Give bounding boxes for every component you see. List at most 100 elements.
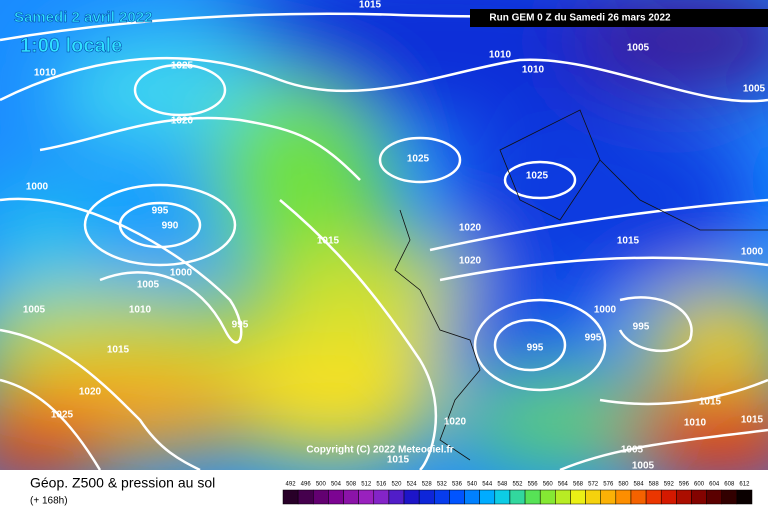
isobar-label: 1020 xyxy=(444,417,467,428)
isobar-label: 1025 xyxy=(407,154,430,165)
legend-swatch xyxy=(645,489,662,505)
isobar-label: 1025 xyxy=(171,61,194,72)
run-info: Run GEM 0 Z du Samedi 26 mars 2022 xyxy=(489,13,671,24)
legend-swatch xyxy=(373,489,390,505)
time-label: 1:00 locale xyxy=(20,35,122,57)
isobar-label: 1000 xyxy=(594,305,617,316)
color-legend: 492 496 500 504 508 512 516 520 524 528 532 536 540 5… xyxy=(282,482,753,505)
legend-swatch xyxy=(509,489,526,505)
legend-label: 496 xyxy=(301,482,312,488)
legend-swatch xyxy=(615,489,632,505)
legend-label: 520 xyxy=(391,482,402,488)
isobar-label: 995 xyxy=(527,343,544,354)
legend-swatch xyxy=(630,489,647,505)
legend-swatch xyxy=(691,489,707,505)
legend-swatch xyxy=(524,489,541,505)
isobar-label: 1005 xyxy=(621,445,644,456)
isobar-label: 1005 xyxy=(743,84,766,95)
isobar-label: 1000 xyxy=(170,268,193,279)
isobar-label: 1015 xyxy=(387,455,410,466)
legend-swatch xyxy=(328,489,344,505)
legend-label: 524 xyxy=(407,482,418,488)
legend-swatch xyxy=(403,489,420,505)
isobar-label: 1005 xyxy=(137,280,160,291)
legend-swatch xyxy=(388,489,405,505)
legend-label: 596 xyxy=(679,482,690,488)
isobar-label: 1025 xyxy=(51,410,74,421)
legend-label: 588 xyxy=(649,482,660,488)
legend-label: 544 xyxy=(482,482,493,488)
isobar-label: 990 xyxy=(162,221,179,232)
legend-swatch xyxy=(676,489,692,505)
legend-swatch xyxy=(358,489,375,505)
isobar-label: 1020 xyxy=(79,387,102,398)
date-label: Samedi 2 avril 2022 xyxy=(14,9,152,26)
legend-label: 568 xyxy=(573,482,584,488)
isobar-label: 1010 xyxy=(489,50,512,61)
isobar-label: 1025 xyxy=(526,171,549,182)
legend-swatch xyxy=(570,489,586,505)
legend-swatch xyxy=(343,489,359,505)
legend-swatch xyxy=(494,489,511,505)
geopotential-field xyxy=(0,0,768,490)
isobar-label: 1020 xyxy=(459,256,482,267)
legend-swatch xyxy=(418,489,435,505)
copyright: Copyright (C) 2022 Meteociel.fr xyxy=(306,445,453,456)
isobar-label: 995 xyxy=(633,322,650,333)
legend-swatch xyxy=(600,489,617,505)
legend-label: 532 xyxy=(437,482,448,488)
legend-label: 576 xyxy=(603,482,614,488)
legend-swatch xyxy=(736,489,753,505)
legend-label: 608 xyxy=(724,482,735,488)
isobar-label: 1020 xyxy=(459,223,482,234)
legend-swatch xyxy=(555,489,571,505)
footer-lead: (+ 168h) xyxy=(30,496,68,507)
legend-swatch xyxy=(313,489,329,505)
legend-swatch xyxy=(539,489,556,505)
run-banner xyxy=(470,9,768,27)
legend-label: 528 xyxy=(422,482,433,488)
legend-label: 572 xyxy=(588,482,599,488)
legend-label: 508 xyxy=(346,482,357,488)
legend-label: 592 xyxy=(664,482,675,488)
isobar-label: 1010 xyxy=(522,65,545,76)
legend-label: 580 xyxy=(618,482,629,488)
isobar-label: 995 xyxy=(232,320,249,331)
coastlines xyxy=(394,109,768,461)
isobar-label: 1005 xyxy=(632,461,655,472)
footer-title: Géop. Z500 & pression au sol xyxy=(30,475,215,491)
isobar-label: 1015 xyxy=(699,397,722,408)
isobar-label: 1010 xyxy=(684,418,707,429)
isobar-label: 1020 xyxy=(171,116,194,127)
isobar-label: 1015 xyxy=(359,0,382,11)
legend-swatch xyxy=(721,489,738,505)
legend-label: 556 xyxy=(528,482,539,488)
legend-label: 492 xyxy=(286,482,297,488)
isobar-labels: 1015 1010 1025 1020 1000 995 990 1010 1010 1005 10… xyxy=(23,0,766,472)
legend-swatch xyxy=(479,489,496,505)
legend-swatch xyxy=(585,489,601,505)
legend-label: 584 xyxy=(634,482,645,488)
legend-label: 600 xyxy=(694,482,705,488)
legend-swatch xyxy=(434,489,450,505)
isobar-label: 1000 xyxy=(741,247,764,258)
isobar-label: 1010 xyxy=(129,305,152,316)
isobar-label: 995 xyxy=(152,206,169,217)
isobar-label: 1010 xyxy=(34,68,57,79)
legend-swatch xyxy=(282,489,299,505)
isobar-label: 1000 xyxy=(26,182,49,193)
legend-swatch xyxy=(706,489,722,505)
legend-label: 500 xyxy=(316,482,327,488)
legend-label: 536 xyxy=(452,482,463,488)
isobar-label: 1005 xyxy=(627,43,650,54)
legend-label: 540 xyxy=(467,482,478,488)
legend-swatch xyxy=(660,489,677,505)
legend-swatch xyxy=(464,489,480,505)
legend-label: 548 xyxy=(497,482,508,488)
legend-label: 560 xyxy=(543,482,554,488)
legend-label: 612 xyxy=(739,482,750,488)
isobar-label: 995 xyxy=(585,333,602,344)
legend-label: 504 xyxy=(331,482,342,488)
isobar-label: 1015 xyxy=(741,415,764,426)
